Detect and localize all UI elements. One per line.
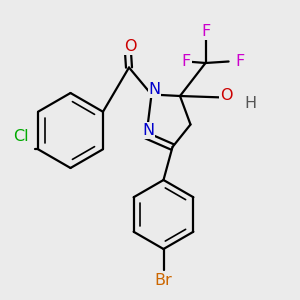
Text: F: F	[182, 54, 191, 69]
Text: O: O	[220, 88, 233, 104]
Text: H: H	[244, 96, 256, 111]
Text: Cl: Cl	[13, 129, 28, 144]
Text: F: F	[236, 54, 245, 69]
Text: Br: Br	[154, 273, 172, 288]
Text: F: F	[201, 24, 210, 39]
Text: N: N	[148, 82, 160, 98]
Text: N: N	[142, 123, 154, 138]
Text: O: O	[124, 39, 137, 54]
